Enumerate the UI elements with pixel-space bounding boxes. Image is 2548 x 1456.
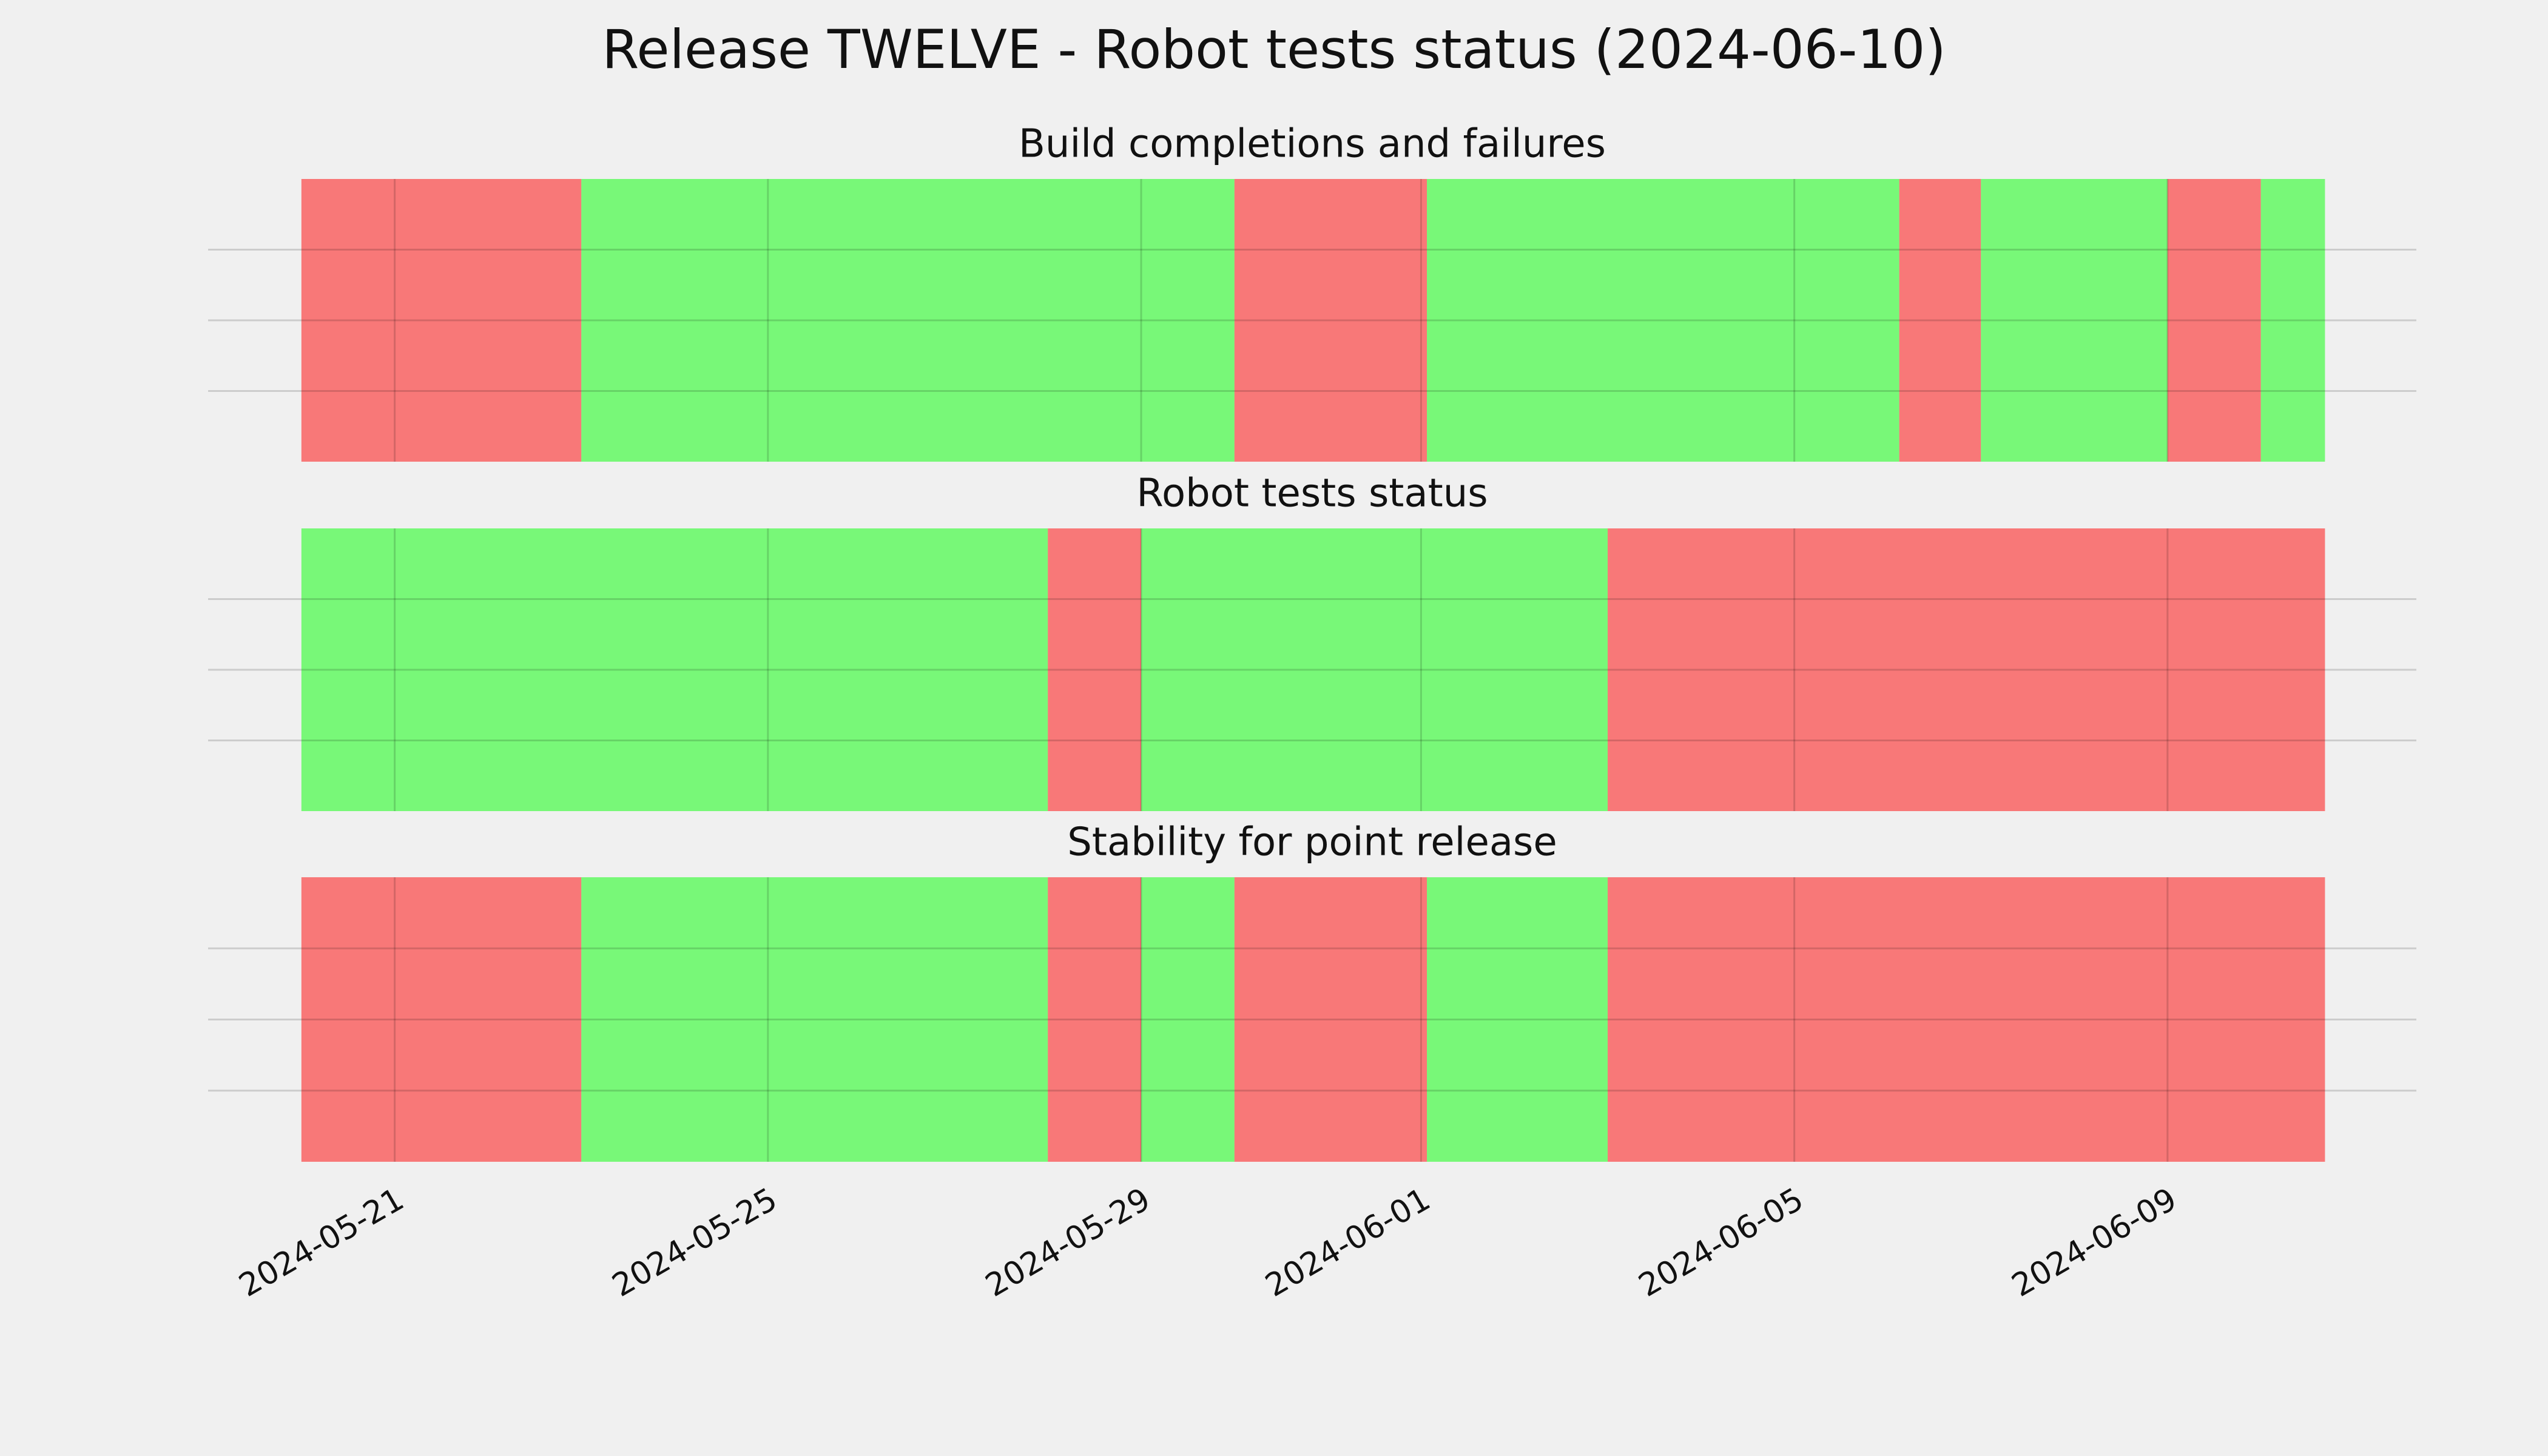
panel-title: Build completions and failures — [1019, 122, 1606, 167]
status-segment — [581, 179, 1235, 462]
panel-title: Robot tests status — [1136, 471, 1488, 516]
status-segment — [1427, 179, 1899, 462]
status-segment — [1981, 179, 2168, 462]
status-segment — [1234, 877, 1427, 1162]
chart-title: Release TWELVE - Robot tests status (202… — [602, 18, 1946, 81]
panel-title: Stability for point release — [1067, 820, 1557, 865]
status-segment — [1048, 528, 1142, 811]
status-segment — [1899, 179, 1981, 462]
status-segment — [1608, 877, 2325, 1162]
status-segment — [1048, 877, 1142, 1162]
status-segment — [301, 179, 582, 462]
status-segment — [581, 877, 1048, 1162]
status-segment — [1141, 877, 1235, 1162]
status-segment — [1141, 528, 1608, 811]
status-segment — [2167, 179, 2261, 462]
status-segment — [1427, 877, 1608, 1162]
status-segment — [1608, 528, 2325, 811]
status-segment — [301, 528, 1048, 811]
status-segment — [2260, 179, 2325, 462]
status-segment — [301, 877, 582, 1162]
status-segment — [1234, 179, 1427, 462]
